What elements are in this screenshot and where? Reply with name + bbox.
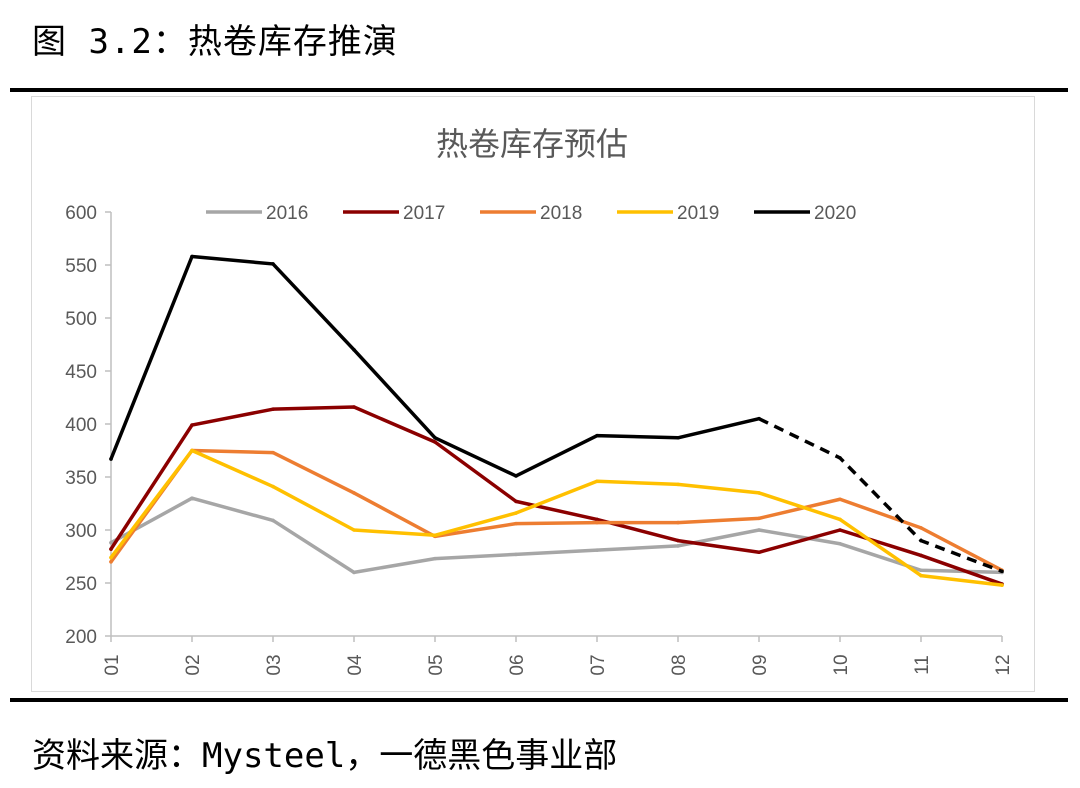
data-point-2017 xyxy=(271,407,275,411)
series-line-2019 xyxy=(109,448,1004,587)
legend-label-2018: 2018 xyxy=(540,203,582,224)
x-tick-label: 10 xyxy=(831,654,852,675)
series-line-2018 xyxy=(109,448,1004,573)
data-point-2017 xyxy=(190,423,194,427)
chart-legend: 2016 2017 2018 2019 2020 xyxy=(206,203,856,224)
data-point-2018 xyxy=(352,491,356,495)
top-rule xyxy=(10,88,1068,92)
data-point-2019 xyxy=(676,482,680,487)
data-point-2017 xyxy=(676,538,680,543)
x-tick-label: 12 xyxy=(993,654,1014,675)
data-point-2016 xyxy=(595,548,599,552)
data-point-2017 xyxy=(595,517,599,522)
x-tick-label: 02 xyxy=(183,654,204,675)
x-tick-label: 03 xyxy=(264,654,285,675)
data-point-2017 xyxy=(433,440,437,444)
data-point-2018 xyxy=(676,520,680,525)
data-point-2016 xyxy=(190,496,194,501)
data-point-2018 xyxy=(919,526,923,530)
chart-frame: 热卷库存预估 2016 2017 2018 2019 2020 200 250 300 350… xyxy=(31,96,1035,692)
x-tick-label: 08 xyxy=(669,654,690,675)
data-point-2020 xyxy=(757,416,761,421)
bottom-rule xyxy=(10,698,1068,702)
data-point-2019 xyxy=(109,555,113,560)
legend-label-2017: 2017 xyxy=(403,203,445,224)
data-point-2016 xyxy=(514,552,518,557)
y-tick-label: 200 xyxy=(65,627,97,648)
data-point-2020 xyxy=(595,433,599,438)
data-point-2018 xyxy=(109,560,113,564)
y-tick-label: 500 xyxy=(65,309,97,330)
x-tick-label: 01 xyxy=(102,654,123,675)
data-point-2019 xyxy=(352,528,356,532)
data-point-2018 xyxy=(271,450,275,455)
chart-title: 热卷库存预估 xyxy=(436,126,628,162)
data-point-2019 xyxy=(757,491,761,495)
data-point-2019 xyxy=(190,448,194,453)
data-point-2020 xyxy=(838,456,842,460)
data-point-2020 xyxy=(190,254,194,259)
data-point-2016 xyxy=(838,541,842,546)
data-point-2017 xyxy=(838,528,842,532)
data-point-2017 xyxy=(757,550,761,555)
y-tick-label: 550 xyxy=(65,256,97,277)
x-tick-label: 05 xyxy=(426,654,447,675)
data-point-2020 xyxy=(919,538,923,543)
figure-caption: 图 3.2：热卷库存推演 xyxy=(32,22,398,62)
data-point-2020 xyxy=(514,474,518,478)
data-point-2019 xyxy=(514,511,518,515)
legend-label-2019: 2019 xyxy=(677,203,719,224)
data-point-2018 xyxy=(595,520,599,525)
series-line-2017 xyxy=(109,405,1004,586)
x-tick-label: 04 xyxy=(345,654,366,676)
data-point-2018 xyxy=(514,521,518,526)
data-point-2017 xyxy=(109,547,113,551)
data-point-2017 xyxy=(919,553,923,558)
data-point-2017 xyxy=(352,405,356,409)
x-tick-label: 06 xyxy=(507,654,528,675)
data-point-2016 xyxy=(676,544,680,548)
data-point-2016 xyxy=(433,556,437,561)
y-tick-label: 300 xyxy=(65,521,97,542)
data-point-2016 xyxy=(757,528,761,532)
data-point-2018 xyxy=(757,516,761,521)
data-point-2016 xyxy=(109,540,113,545)
data-point-2017 xyxy=(514,499,518,504)
data-point-2019 xyxy=(271,484,275,489)
y-tick-label: 450 xyxy=(65,362,97,383)
x-tick-label: 09 xyxy=(750,654,771,675)
data-point-2020 xyxy=(271,262,275,266)
line-chart: 热卷库存预估 2016 2017 2018 2019 2020 200 250 300 350… xyxy=(65,126,1014,676)
data-point-2020 xyxy=(433,435,437,440)
source-note: 资料来源：Mysteel，一德黑色事业部 xyxy=(32,736,618,776)
data-point-2019 xyxy=(595,479,599,484)
data-point-2020 xyxy=(1000,569,1004,574)
series-lines xyxy=(109,254,1004,587)
data-point-2020 xyxy=(109,457,113,461)
y-tick-label: 250 xyxy=(65,574,97,595)
y-tick-label: 400 xyxy=(65,415,97,436)
data-point-2016 xyxy=(919,568,923,573)
data-point-2020 xyxy=(352,348,356,352)
y-tick-label: 350 xyxy=(65,468,97,489)
legend-label-2016: 2016 xyxy=(266,203,308,224)
x-axis: 01 02 03 04 05 06 07 08 09 10 11 12 xyxy=(102,635,1014,676)
x-tick-label: 11 xyxy=(912,655,933,675)
data-point-2019 xyxy=(919,573,923,578)
data-point-2019 xyxy=(838,517,842,522)
y-axis: 200 250 300 350 400 450 500 550 600 xyxy=(65,203,112,648)
data-point-2019 xyxy=(433,533,437,538)
legend-label-2020: 2020 xyxy=(814,203,856,224)
data-point-2018 xyxy=(838,497,842,502)
y-tick-label: 600 xyxy=(65,203,97,224)
data-point-2020 xyxy=(676,435,680,440)
series-line-2016 xyxy=(109,496,1004,575)
x-tick-label: 07 xyxy=(588,654,609,675)
data-point-2016 xyxy=(352,570,356,575)
data-point-2016 xyxy=(271,518,275,523)
data-point-2019 xyxy=(1000,583,1004,587)
